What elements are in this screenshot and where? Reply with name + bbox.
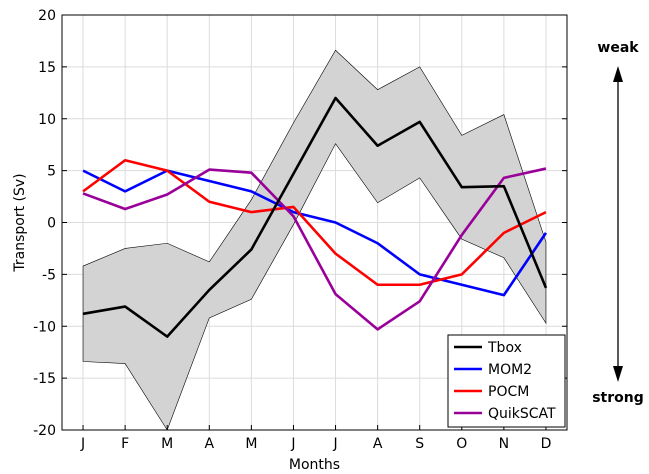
x-tick-label: J xyxy=(332,436,337,452)
arrow-down-icon xyxy=(613,366,623,382)
y-tick-label: 15 xyxy=(38,60,56,76)
legend-label-quikscat: QuikSCAT xyxy=(488,406,556,422)
band-layer xyxy=(82,49,547,431)
legend-box xyxy=(447,334,566,428)
x-tick-label: O xyxy=(456,436,467,452)
x-axis-label: Months xyxy=(289,457,340,473)
x-tick-label: S xyxy=(415,436,424,452)
y-tick-label: -20 xyxy=(33,423,56,439)
series-layer xyxy=(82,96,548,338)
x-tick-label: J xyxy=(290,436,295,452)
x-tick-label: D xyxy=(541,436,552,452)
y-tick-label: -5 xyxy=(42,267,56,283)
y-tick-label: 0 xyxy=(47,216,56,232)
series-line-pocm xyxy=(82,158,547,287)
x-tick-label: N xyxy=(499,436,509,452)
x-tick-label: F xyxy=(121,436,129,452)
strong-label: strong xyxy=(592,390,644,406)
x-tick-label: A xyxy=(205,436,215,452)
y-tick-labels: 20 15 10 5 0 -5 -10 -15 -20 xyxy=(33,8,567,439)
x-tick-label: J xyxy=(80,436,85,452)
legend: Tbox MOM2 POCM QuikSCAT xyxy=(447,334,566,428)
legend-label-tbox: Tbox xyxy=(487,340,522,356)
legend-items: Tbox MOM2 POCM QuikSCAT xyxy=(454,340,556,422)
y-axis-label: Transport (Sv) xyxy=(12,173,28,272)
x-tick-label: M xyxy=(161,436,173,452)
legend-label-pocm: POCM xyxy=(488,384,529,400)
legend-label-mom2: MOM2 xyxy=(488,362,532,378)
series-line-tbox xyxy=(82,96,548,338)
strength-annotation: weak strong xyxy=(592,40,644,406)
y-tick-label: 5 xyxy=(47,164,56,180)
x-tick-label: M xyxy=(245,436,257,452)
arrow-up-icon xyxy=(613,66,623,82)
y-tick-label: 20 xyxy=(38,8,56,24)
x-tick-label: A xyxy=(373,436,383,452)
weak-label: weak xyxy=(597,40,639,56)
uncertainty-band xyxy=(82,49,547,431)
series-line-mom2 xyxy=(82,169,548,297)
y-tick-label: -10 xyxy=(33,319,56,335)
y-tick-label: 10 xyxy=(38,112,56,128)
y-tick-label: -15 xyxy=(33,371,56,387)
series-line-quikscat xyxy=(82,167,547,331)
